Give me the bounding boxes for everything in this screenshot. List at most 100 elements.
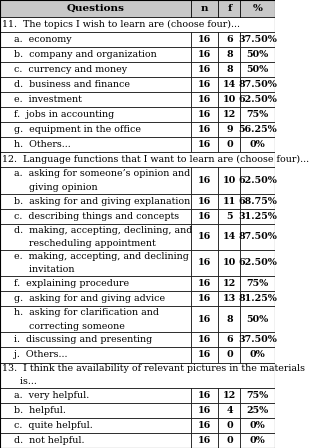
Bar	[0, 152, 275, 168]
Text: 16: 16	[198, 233, 211, 241]
Bar	[191, 62, 218, 77]
Bar	[0, 77, 191, 92]
Bar	[191, 168, 218, 194]
Bar	[191, 32, 218, 47]
Bar	[0, 433, 191, 448]
Bar	[0, 306, 191, 332]
Bar	[240, 388, 275, 403]
Text: 68.75%: 68.75%	[238, 197, 277, 206]
Text: 16: 16	[198, 65, 211, 74]
Bar	[240, 403, 275, 418]
Text: 16: 16	[198, 315, 211, 324]
Text: 0%: 0%	[250, 421, 266, 430]
Text: 12: 12	[223, 279, 236, 288]
Bar	[191, 194, 218, 209]
Text: 8: 8	[226, 65, 233, 74]
Text: 16: 16	[198, 95, 211, 104]
Bar	[191, 418, 218, 433]
Text: 31.25%: 31.25%	[238, 212, 277, 221]
Text: 75%: 75%	[246, 391, 269, 400]
Text: 0: 0	[226, 421, 233, 430]
Bar	[191, 403, 218, 418]
Bar	[191, 137, 218, 152]
Bar	[0, 291, 191, 306]
Bar	[218, 418, 240, 433]
Bar	[218, 62, 240, 77]
Bar	[0, 362, 275, 388]
Text: 16: 16	[198, 336, 211, 345]
Text: g.  equipment in the office: g. equipment in the office	[2, 125, 141, 134]
Bar	[191, 92, 218, 107]
Bar	[218, 250, 240, 276]
Text: 12: 12	[223, 391, 236, 400]
Text: f.  explaining procedure: f. explaining procedure	[2, 279, 129, 288]
Bar	[0, 47, 191, 62]
Bar	[218, 306, 240, 332]
Text: 10: 10	[223, 258, 236, 267]
Bar	[240, 62, 275, 77]
Text: 0: 0	[226, 350, 233, 359]
Bar	[218, 168, 240, 194]
Bar	[0, 122, 191, 137]
Text: d.  not helpful.: d. not helpful.	[2, 436, 85, 445]
Text: is...: is...	[2, 377, 37, 386]
Text: b.  helpful.: b. helpful.	[2, 406, 66, 415]
Text: j.  Others...: j. Others...	[2, 350, 68, 359]
Bar	[0, 250, 191, 276]
Text: a.  economy: a. economy	[2, 34, 72, 44]
Bar	[240, 433, 275, 448]
Bar	[0, 107, 191, 122]
Text: correcting someone: correcting someone	[2, 322, 125, 331]
Bar	[0, 168, 191, 194]
Text: 16: 16	[198, 436, 211, 445]
Text: 50%: 50%	[246, 315, 269, 324]
Bar	[218, 388, 240, 403]
Bar	[191, 291, 218, 306]
Text: 8: 8	[226, 315, 233, 324]
Text: 13: 13	[223, 294, 236, 303]
Bar	[218, 137, 240, 152]
Text: 50%: 50%	[246, 65, 269, 74]
Text: f.  jobs in accounting: f. jobs in accounting	[2, 110, 114, 119]
Bar	[191, 433, 218, 448]
Text: c.  describing things and concepts: c. describing things and concepts	[2, 212, 179, 221]
Text: %: %	[253, 4, 263, 13]
Text: invitation: invitation	[2, 265, 75, 274]
Bar	[218, 122, 240, 137]
Bar	[218, 209, 240, 224]
Text: 62.50%: 62.50%	[238, 258, 277, 267]
Bar	[0, 403, 191, 418]
Text: 25%: 25%	[246, 406, 269, 415]
Text: h.  asking for clarification and: h. asking for clarification and	[2, 308, 159, 317]
Text: 16: 16	[198, 391, 211, 400]
Text: c.  quite helpful.: c. quite helpful.	[2, 421, 93, 430]
Text: 12: 12	[223, 110, 236, 119]
Bar	[240, 137, 275, 152]
Bar	[191, 388, 218, 403]
Text: 16: 16	[198, 110, 211, 119]
Text: 6: 6	[226, 336, 233, 345]
Text: 37.50%: 37.50%	[238, 34, 277, 44]
Bar	[218, 276, 240, 291]
Text: Questions: Questions	[66, 4, 124, 13]
Text: 9: 9	[226, 125, 233, 134]
Bar	[218, 224, 240, 250]
Bar	[240, 77, 275, 92]
Text: 50%: 50%	[246, 50, 269, 59]
Text: a.  very helpful.: a. very helpful.	[2, 391, 89, 400]
Text: 62.50%: 62.50%	[238, 95, 277, 104]
Text: 16: 16	[198, 212, 211, 221]
Text: 16: 16	[198, 80, 211, 89]
Text: d.  making, accepting, declining, and: d. making, accepting, declining, and	[2, 225, 192, 234]
Bar	[0, 62, 191, 77]
Text: f: f	[227, 4, 232, 13]
Text: 4: 4	[226, 406, 233, 415]
Text: 8: 8	[226, 50, 233, 59]
Bar	[240, 194, 275, 209]
Bar	[0, 32, 191, 47]
Text: n: n	[201, 4, 209, 13]
Text: 16: 16	[198, 50, 211, 59]
Text: 0%: 0%	[250, 350, 266, 359]
Bar	[0, 388, 191, 403]
Bar	[0, 17, 275, 32]
